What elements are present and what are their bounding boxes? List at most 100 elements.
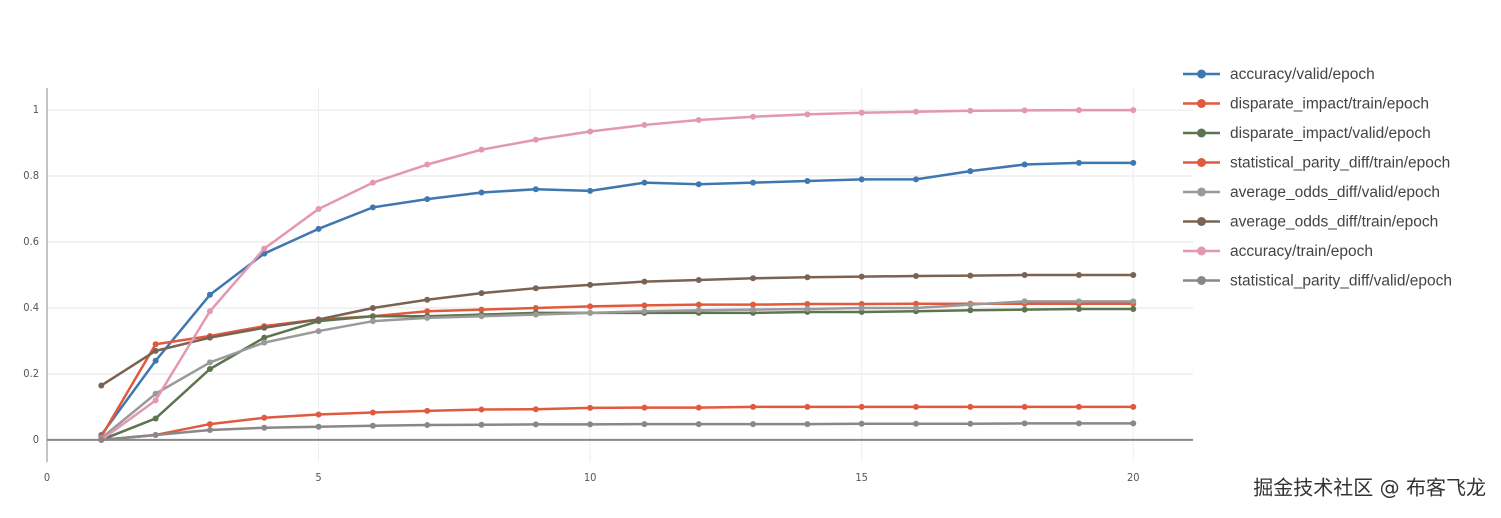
data-point	[804, 421, 811, 428]
data-point	[1075, 159, 1082, 166]
data-point	[152, 341, 159, 348]
data-point	[967, 403, 974, 410]
data-point	[587, 281, 594, 288]
data-point	[1130, 159, 1137, 166]
data-point	[858, 420, 865, 427]
data-point	[261, 339, 268, 346]
data-point	[261, 324, 268, 331]
legend-label: disparate_impact/train/epoch	[1230, 96, 1429, 113]
data-point	[750, 301, 757, 308]
data-point	[532, 186, 539, 193]
legend-label: statistical_parity_diff/valid/epoch	[1230, 273, 1452, 290]
data-point	[261, 414, 268, 421]
data-point	[750, 275, 757, 282]
data-point	[641, 278, 648, 285]
x-tick-label: 5	[315, 471, 321, 484]
data-point	[695, 421, 702, 428]
data-point	[152, 431, 159, 438]
data-point	[695, 301, 702, 308]
data-point	[206, 334, 213, 341]
data-point	[967, 420, 974, 427]
data-point	[424, 314, 431, 321]
data-point	[261, 424, 268, 431]
data-point	[206, 291, 213, 298]
data-point	[858, 176, 865, 183]
y-tick-label: 1	[33, 103, 39, 116]
data-point	[315, 328, 322, 335]
data-point	[1021, 107, 1028, 114]
data-point	[804, 403, 811, 410]
data-point	[967, 307, 974, 314]
data-point	[369, 204, 376, 211]
data-point	[478, 306, 485, 313]
data-point	[695, 181, 702, 188]
data-point	[804, 274, 811, 281]
data-point	[750, 179, 757, 186]
data-point	[315, 225, 322, 232]
data-point	[261, 334, 268, 341]
data-point	[152, 357, 159, 364]
data-point	[424, 422, 431, 429]
data-point	[424, 407, 431, 414]
data-point	[641, 421, 648, 428]
data-point	[967, 107, 974, 114]
data-point	[641, 302, 648, 309]
data-point	[967, 168, 974, 175]
y-tick-label: 0.6	[23, 235, 39, 248]
data-point	[1021, 272, 1028, 278]
data-point	[913, 304, 920, 311]
data-point	[858, 403, 865, 410]
data-point	[695, 116, 702, 123]
data-point	[587, 303, 594, 310]
legend-marker	[1197, 128, 1206, 138]
data-point	[750, 113, 757, 120]
data-point	[369, 409, 376, 416]
data-point	[1075, 272, 1082, 278]
y-tick-label: 0.8	[23, 169, 39, 182]
y-tick-label: 0.2	[23, 367, 39, 380]
legend-marker	[1197, 187, 1206, 197]
data-point	[532, 285, 539, 292]
data-point	[98, 436, 105, 443]
x-tick-label: 10	[584, 471, 597, 484]
data-point	[858, 109, 865, 116]
legend-marker	[1197, 69, 1206, 79]
data-point	[967, 301, 974, 308]
data-point	[206, 308, 213, 315]
data-point	[858, 273, 865, 280]
data-point	[532, 136, 539, 143]
series-line	[101, 422, 1134, 442]
series-line	[100, 302, 1134, 438]
legend-marker	[1197, 158, 1206, 167]
data-point	[1021, 420, 1028, 427]
data-point	[804, 305, 811, 312]
data-point	[478, 406, 485, 413]
data-point	[206, 365, 213, 372]
data-point	[913, 108, 920, 115]
data-point	[1021, 403, 1028, 410]
data-point	[315, 411, 322, 418]
data-point	[804, 301, 811, 308]
data-point	[424, 308, 431, 315]
data-point	[532, 421, 539, 428]
series-line	[100, 300, 1134, 440]
series-line	[101, 405, 1134, 442]
data-point	[641, 179, 648, 186]
series-line	[100, 108, 1134, 441]
data-point	[1130, 305, 1137, 312]
data-point	[695, 276, 702, 283]
data-point	[98, 382, 105, 389]
data-point	[1075, 107, 1082, 114]
data-point	[152, 397, 159, 404]
data-point	[206, 421, 213, 428]
data-point	[315, 206, 322, 213]
series-line	[100, 273, 1134, 387]
data-point	[152, 415, 159, 422]
data-point	[1075, 305, 1082, 312]
data-point	[369, 422, 376, 429]
x-tick-label: 20	[1127, 471, 1140, 484]
data-point	[641, 404, 648, 411]
data-point	[532, 406, 539, 413]
data-point	[152, 390, 159, 397]
data-point	[804, 111, 811, 118]
